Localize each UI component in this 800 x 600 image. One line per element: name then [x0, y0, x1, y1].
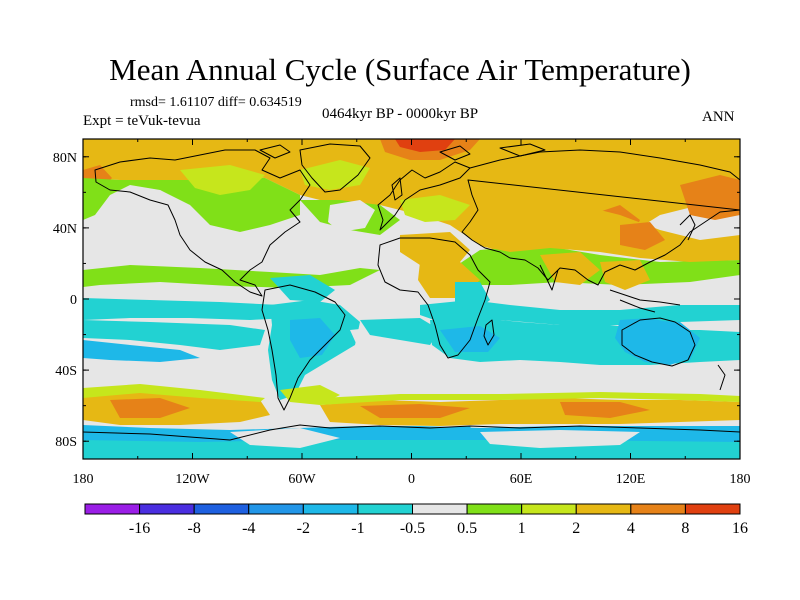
lon-tick-label: 0 — [408, 472, 415, 487]
colorbar-swatch — [248, 503, 304, 515]
colorbar-swatch — [193, 503, 250, 515]
colorbar-label: -16 — [129, 520, 150, 537]
lat-tick-label: 40S — [55, 364, 77, 379]
lat-tick-label: 40N — [53, 222, 77, 237]
colorbar-swatch — [466, 503, 523, 515]
colorbar-label: -2 — [297, 520, 310, 537]
lon-tick-label: 60W — [288, 472, 316, 487]
lon-tick-label: 120W — [175, 472, 210, 487]
colorbar-swatch — [575, 503, 632, 515]
colorbar-swatch — [84, 503, 141, 515]
lon-tick-label: 120E — [616, 472, 646, 487]
colorbar: -16 -8 -4 -2 -1 -0.5 0.5 1 2 4 8 16 — [84, 503, 748, 537]
lat-tick-label: 80S — [55, 435, 77, 450]
coastlines — [83, 143, 740, 441]
latitude-axis: 80N 40N 0 40S 80S — [53, 151, 740, 450]
time-period-label: 0464kyr BP - 0000kyr BP — [322, 106, 479, 122]
lat-tick-label: 0 — [70, 293, 77, 308]
colorbar-swatch — [630, 503, 686, 515]
colorbar-label: -4 — [242, 520, 255, 537]
longitude-axis: 180 120W 60W 0 60E 120E 180 — [73, 139, 751, 487]
colorbar-swatch — [412, 503, 468, 515]
colorbar-label: 4 — [627, 520, 635, 537]
colorbar-label: 0.5 — [457, 520, 477, 537]
colorbar-label: 2 — [572, 520, 580, 537]
lon-tick-label: 60E — [510, 472, 533, 487]
colorbar-label: -0.5 — [400, 520, 425, 537]
plot-title: Mean Annual Cycle (Surface Air Temperatu… — [109, 52, 691, 87]
colorbar-label: 1 — [518, 520, 526, 537]
colorbar-label: 8 — [681, 520, 689, 537]
colorbar-swatch — [302, 503, 359, 515]
colorbar-swatch — [357, 503, 413, 515]
colorbar-swatch — [521, 503, 577, 515]
lon-tick-label: 180 — [730, 472, 751, 487]
temperature-field — [83, 139, 740, 459]
lat-tick-label: 80N — [53, 151, 77, 166]
colorbar-swatch — [684, 503, 741, 515]
colorbar-label: 16 — [732, 520, 748, 537]
colorbar-swatch — [139, 503, 195, 515]
colorbar-label: -1 — [351, 520, 364, 537]
experiment-label: Expt = teVuk-tevua — [83, 113, 201, 129]
lon-tick-label: 180 — [73, 472, 94, 487]
season-label: ANN — [702, 109, 735, 125]
colorbar-label: -8 — [188, 520, 201, 537]
rmsd-diff-stats: rmsd= 1.61107 diff= 0.634519 — [130, 95, 302, 110]
